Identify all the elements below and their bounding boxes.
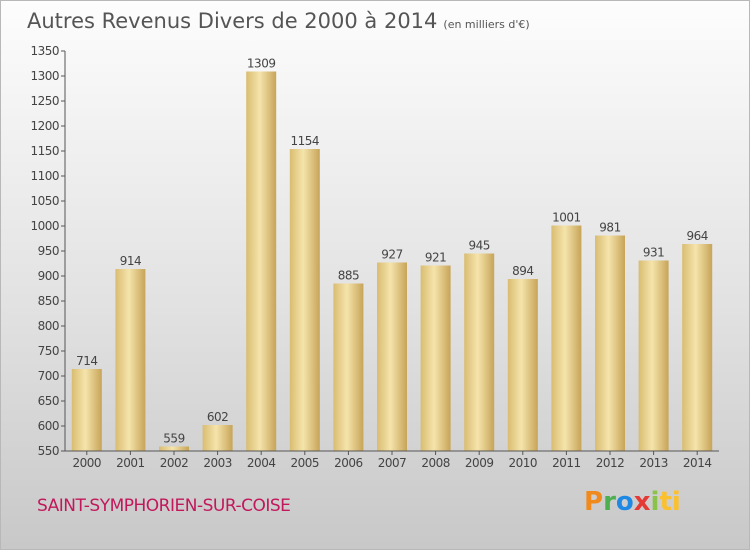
x-tick-label: 2012 — [596, 456, 625, 470]
logo-letter: ti — [659, 487, 681, 517]
bar-2013[interactable] — [638, 260, 669, 452]
y-tick-label: 950 — [38, 244, 59, 258]
x-tick-label: 2004 — [247, 456, 276, 470]
logo-letter: i — [650, 487, 660, 517]
y-tick-label: 900 — [38, 269, 59, 283]
x-tick-label: 2011 — [552, 456, 581, 470]
y-tick-label: 1300 — [30, 69, 59, 83]
logo-letter: P — [584, 487, 604, 517]
x-tick-label: 2000 — [73, 456, 102, 470]
bars: 714 914 559 602 1309 1154 885 927 921 945 894 1001 9… — [71, 57, 713, 452]
chart-title: Autres Revenus Divers de 2000 à 2014 (en … — [27, 9, 530, 33]
logo-letter: r — [603, 487, 616, 517]
data-label-2001: 914 — [120, 254, 141, 268]
x-tick-label: 2001 — [116, 456, 145, 470]
y-tick-label: 750 — [38, 344, 59, 358]
bar-2004[interactable] — [246, 71, 277, 452]
bar-2006[interactable] — [333, 283, 364, 452]
data-label-2009: 945 — [468, 239, 489, 253]
x-tick-label: 2010 — [509, 456, 538, 470]
data-label-2008: 921 — [425, 251, 446, 265]
y-tick-label: 700 — [38, 369, 59, 383]
bar-2010[interactable] — [507, 279, 538, 451]
data-label-2006: 885 — [338, 269, 359, 283]
data-label-2000: 714 — [76, 354, 97, 368]
bar-2012[interactable] — [595, 235, 625, 452]
data-label-2002: 559 — [163, 432, 184, 446]
y-tick-label: 1150 — [30, 144, 59, 158]
proxiti-logo[interactable]: Proxiti — [584, 487, 681, 517]
y-tick-label: 1050 — [30, 194, 59, 208]
data-label-2014: 964 — [686, 229, 707, 243]
y-tick-label: 650 — [38, 394, 59, 408]
y-tick-label: 800 — [38, 319, 59, 333]
logo-letter: o — [615, 487, 634, 517]
y-tick-label: 1200 — [30, 119, 59, 133]
bar-2011[interactable] — [551, 225, 582, 452]
logo-letter: x — [633, 487, 651, 517]
bar-2005[interactable] — [289, 149, 320, 451]
data-label-2013: 931 — [643, 246, 664, 260]
x-tick-label: 2009 — [465, 456, 494, 470]
bar-2007[interactable] — [377, 262, 407, 452]
bar-2009[interactable] — [464, 253, 495, 452]
bar-2008[interactable] — [420, 265, 451, 452]
data-label-2004: 1309 — [247, 57, 276, 71]
bar-2014[interactable] — [682, 244, 713, 451]
x-tick-label: 2005 — [291, 456, 320, 470]
x-axis: 2000 2001 2002 2003 2004 2005 2006 2007 2008 2009… — [65, 450, 719, 470]
y-tick-label: 1100 — [30, 169, 59, 183]
location-name: SAINT-SYMPHORIEN-SUR-COISE — [37, 496, 291, 516]
x-tick-label: 2014 — [683, 456, 712, 470]
y-tick-label: 1000 — [30, 219, 59, 233]
y-tick-label: 1350 — [30, 44, 59, 58]
x-tick-label: 2007 — [378, 456, 407, 470]
y-tick-label: 850 — [38, 294, 59, 308]
x-tick-label: 2008 — [421, 456, 450, 470]
data-label-2011: 1001 — [552, 211, 581, 225]
y-axis: 550 600 650 700 750 800 850 900 950 1000 1050 1100 1… — [30, 44, 66, 458]
y-tick-label: 1250 — [30, 94, 59, 108]
bar-2001[interactable] — [115, 269, 146, 451]
data-label-2007: 927 — [381, 248, 402, 262]
y-tick-label: 550 — [38, 444, 59, 458]
y-tick-label: 600 — [38, 419, 59, 433]
chart-title-text: Autres Revenus Divers de 2000 à 2014 — [27, 9, 438, 33]
x-tick-label: 2006 — [334, 456, 363, 470]
bar-2002[interactable] — [159, 446, 189, 452]
x-tick-label: 2003 — [203, 456, 232, 470]
data-label-2012: 981 — [599, 221, 620, 235]
data-label-2010: 894 — [512, 264, 533, 278]
bar-2003[interactable] — [202, 425, 233, 451]
x-tick-label: 2013 — [639, 456, 668, 470]
x-tick-label: 2002 — [160, 456, 189, 470]
data-label-2005: 1154 — [291, 134, 320, 148]
data-label-2003: 602 — [207, 410, 228, 424]
chart-unit-label: (en milliers d'€) — [443, 18, 530, 31]
bar-2000[interactable] — [71, 369, 102, 451]
